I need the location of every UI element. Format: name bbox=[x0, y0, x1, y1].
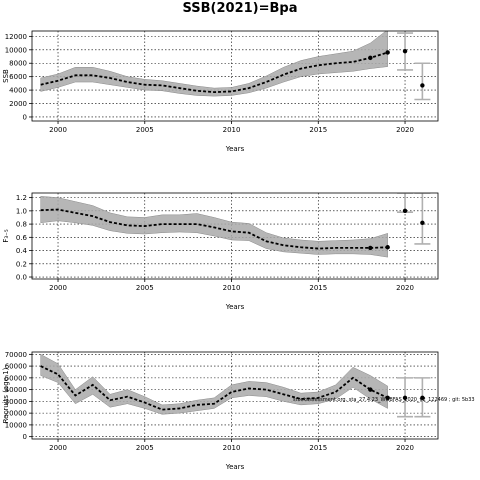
ssb-ytick-label: 4000 bbox=[9, 87, 27, 95]
f-xtick-label: 2005 bbox=[136, 284, 154, 292]
stock-annotation: stockassessment.org, sta_27.4.23_WGBFAS_… bbox=[293, 397, 475, 403]
ssb-yaxis-label: SSB bbox=[2, 69, 10, 83]
ssb-forecast-2021 bbox=[414, 62, 431, 101]
f-xaxis-label: Years bbox=[225, 303, 245, 311]
figure-title: SSB(2021)=Bpa bbox=[183, 1, 298, 16]
f-ytick-label: 0.2 bbox=[16, 260, 27, 268]
f-xtick-label: 2000 bbox=[49, 284, 67, 292]
recruitment-xtick-label: 2005 bbox=[136, 444, 154, 452]
ssb-xtick-label: 2000 bbox=[49, 126, 67, 134]
recruitment-xtick-label: 2010 bbox=[223, 444, 241, 452]
recruitment-ytick-label: 60000 bbox=[5, 363, 27, 371]
f-ytick-label: 0.8 bbox=[16, 221, 27, 229]
f-ytick-label: 0.6 bbox=[16, 234, 28, 242]
recruitment-estimate-line bbox=[40, 365, 389, 411]
recruitment-ytick-label: 40000 bbox=[5, 386, 27, 394]
ssb-final-point bbox=[368, 55, 373, 61]
recruitment-forecast-2020 bbox=[397, 377, 414, 418]
ssb-estimate-line bbox=[40, 51, 388, 94]
recruitment-ytick-label: 30000 bbox=[5, 398, 27, 406]
recruitment-ytick-label: 70000 bbox=[5, 351, 27, 359]
recruitment-ytick-label: 10000 bbox=[5, 421, 27, 429]
ssb-forecast-2020 bbox=[397, 32, 414, 71]
recruitment-confidence-band bbox=[40, 353, 388, 415]
f-forecast-point bbox=[402, 208, 408, 214]
f-ytick-label: 1.0 bbox=[16, 207, 27, 215]
f-xtick-label: 2015 bbox=[309, 284, 327, 292]
ssb-ytick-label: 10000 bbox=[5, 46, 27, 54]
ssb-ytick-label: 12000 bbox=[5, 33, 27, 41]
f-axes-frame bbox=[31, 192, 439, 280]
ssb-xaxis-label: Years bbox=[225, 145, 245, 153]
recruitment-yaxis-label: Recruits (age 1) bbox=[2, 367, 10, 423]
f-forecast-point bbox=[420, 220, 425, 225]
f-ytick-label: 0.4 bbox=[16, 247, 28, 255]
recruitment-xtick-label: 2015 bbox=[309, 444, 327, 452]
f-panel: 2000 2005 2010 2015 2020 0.0 0.2 0.4 0.6 0.8 1.0 1.… bbox=[2, 192, 439, 311]
recruitment-xaxis-label: Years bbox=[225, 463, 245, 471]
ssb-ytick-label: 0 bbox=[23, 113, 27, 121]
f-estimate-line bbox=[40, 208, 388, 250]
recruitment-last-estimate-point bbox=[385, 395, 390, 401]
f-yaxis-label: F₃₋₅ bbox=[2, 229, 10, 243]
f-forecast-2021 bbox=[414, 193, 431, 245]
recruitment-ytick-label: 50000 bbox=[5, 374, 27, 382]
f-last-estimate-point bbox=[385, 245, 390, 250]
recruitment-xtick-label: 2020 bbox=[396, 444, 414, 452]
f-ytick-label: 1.2 bbox=[16, 194, 27, 202]
ssb-panel: 2000 2005 2010 2015 2020 0 2000 4000 6000 8000 100… bbox=[2, 30, 439, 153]
ssb-xtick-label: 2010 bbox=[223, 126, 241, 134]
f-xtick-label: 2020 bbox=[396, 284, 414, 292]
ssb-xtick-label: 2015 bbox=[309, 126, 327, 134]
recruitment-plot-area bbox=[32, 352, 438, 439]
f-ytick-label: 0.0 bbox=[16, 274, 27, 282]
f-final-point bbox=[368, 245, 373, 251]
recruitment-ytick-label: 0 bbox=[23, 433, 27, 441]
recruitment-forecast-2021 bbox=[414, 377, 431, 418]
ssb-ytick-label: 8000 bbox=[9, 60, 27, 68]
ssb-ytick-label: 6000 bbox=[9, 73, 27, 81]
recruitment-forecast-point bbox=[402, 395, 408, 401]
ssb-plot-area bbox=[32, 31, 438, 121]
f-forecast-2020 bbox=[397, 193, 414, 214]
ssb-confidence-band bbox=[40, 31, 388, 97]
ssb-axes-frame bbox=[31, 30, 439, 122]
ssb-last-estimate-point bbox=[385, 50, 390, 55]
recruitment-xtick-label: 2000 bbox=[49, 444, 67, 452]
ssb-xtick-label: 2020 bbox=[396, 126, 414, 134]
recruitment-axes-frame bbox=[31, 351, 439, 440]
recruitment-final-point bbox=[368, 387, 373, 392]
recruitment-forecast-point bbox=[420, 395, 425, 401]
ssb-ytick-label: 2000 bbox=[9, 100, 27, 108]
f-plot-area bbox=[32, 193, 438, 279]
ssb-forecast-point bbox=[420, 83, 425, 88]
recruitment-ytick-label: 20000 bbox=[5, 410, 27, 418]
recruitment-panel: 2000 2005 2010 2015 2020 0 10000 20000 30000 4000… bbox=[2, 351, 439, 471]
ssb-forecast-point bbox=[402, 48, 408, 54]
f-xtick-label: 2010 bbox=[223, 284, 241, 292]
ssb-xtick-label: 2005 bbox=[136, 126, 154, 134]
